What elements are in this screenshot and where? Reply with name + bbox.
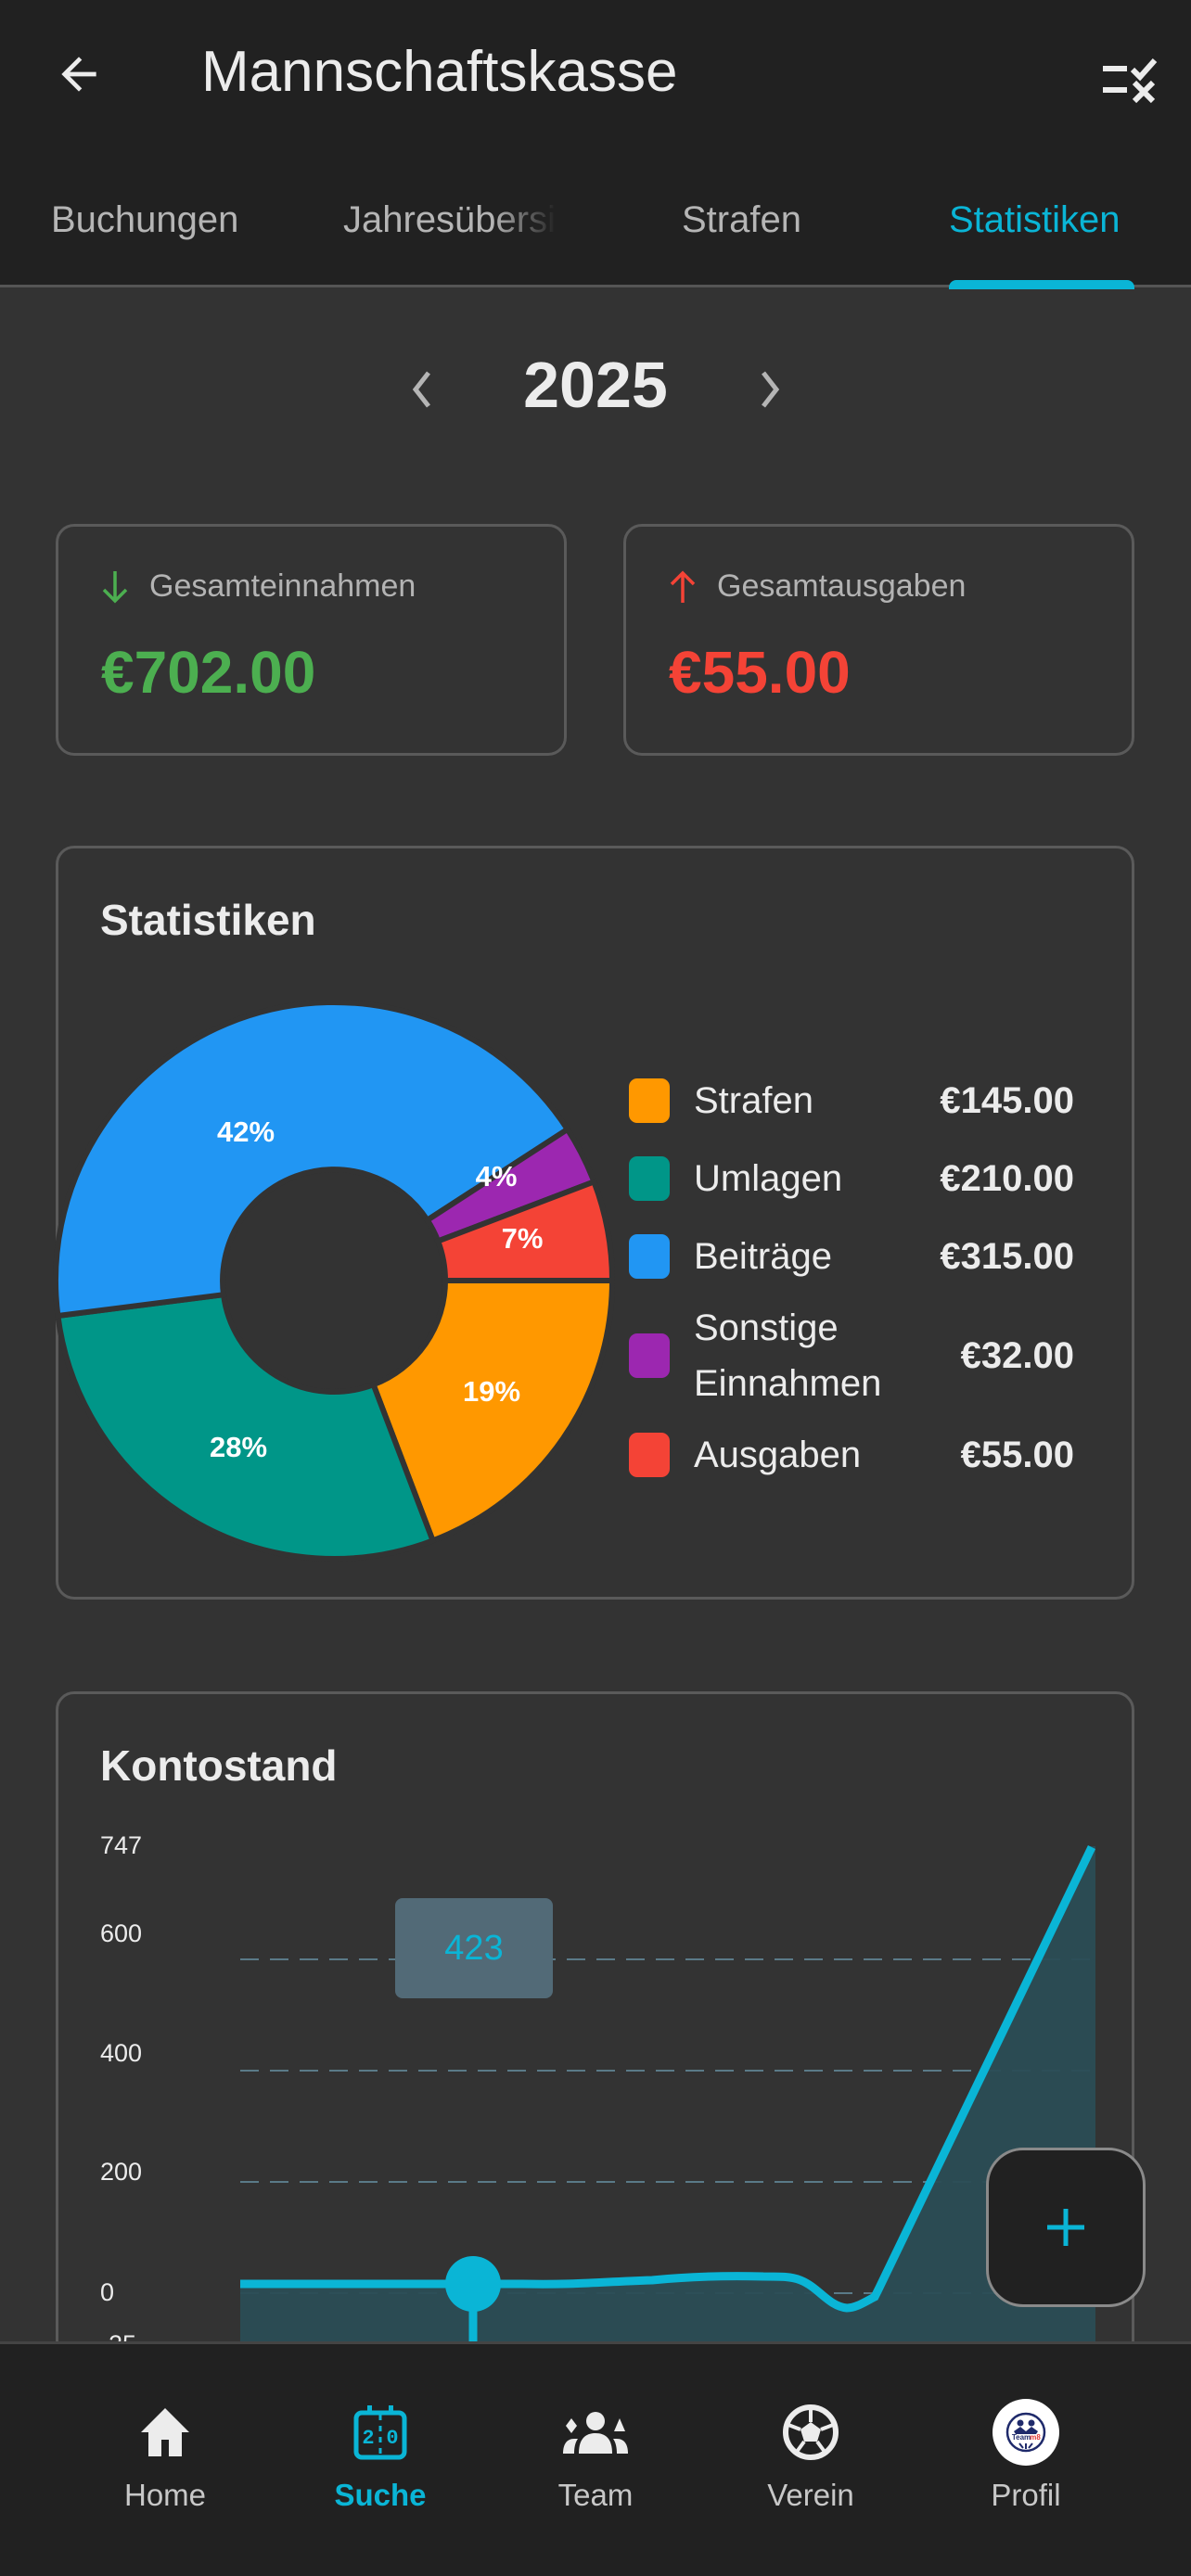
legend-item: Sonstige Einnahmen €32.00 [629, 1295, 1111, 1416]
legend-swatch-ausgaben [629, 1433, 670, 1477]
back-button[interactable] [46, 42, 111, 107]
checklist-action-button[interactable] [1095, 46, 1169, 111]
tab-strafen[interactable]: Strafen [682, 199, 801, 240]
legend-swatch-beitraege [629, 1234, 670, 1279]
nav-verein[interactable]: Verein [718, 2400, 903, 2530]
legend-value: €145.00 [940, 1079, 1074, 1121]
nav-label: Suche [334, 2478, 427, 2512]
legend-value: €32.00 [960, 1334, 1074, 1376]
checklist-check-x-icon [1103, 58, 1158, 104]
slice-beitraege[interactable] [53, 1000, 571, 1320]
balance-line [240, 1845, 1096, 2313]
y-tick-label: 400 [100, 2039, 143, 2067]
income-summary-card: Gesamteinnahmen €702.00 [56, 524, 567, 756]
legend-item: Umlagen €210.00 [629, 1140, 1111, 1218]
legend-value: €315.00 [940, 1235, 1074, 1277]
active-tab-indicator [949, 280, 1134, 289]
legend-swatch-strafen [629, 1078, 670, 1123]
y-tick-label: 200 [100, 2158, 143, 2186]
nav-home[interactable]: Home [72, 2400, 258, 2530]
legend-item: Ausgaben €55.00 [629, 1416, 1111, 1494]
expenses-label: Gesamtausgaben [717, 568, 967, 604]
chart-legend: Strafen €145.00 Umlagen €210.00 Beiträge… [629, 1062, 1111, 1494]
legend-item: Beiträge €315.00 [629, 1218, 1111, 1295]
chevron-right-icon [762, 371, 780, 408]
chart-tooltip: 423 [395, 1898, 553, 1998]
legend-swatch-umlagen [629, 1156, 670, 1201]
legend-label: Strafen [694, 1080, 813, 1121]
pct-umlagen: 28% [210, 1431, 267, 1463]
scoreboard-icon: 2 0 [353, 2405, 407, 2460]
slice-ausgaben[interactable] [434, 1178, 615, 1283]
nav-label: Team [557, 2478, 634, 2512]
tab-jahresuebersicht[interactable]: Jahresübersicht [343, 199, 557, 240]
svg-text:m8: m8 [1030, 2433, 1041, 2442]
legend-label: Umlagen [694, 1158, 843, 1199]
y-tick-label: 0 [100, 2278, 115, 2306]
statistics-title: Statistiken [100, 896, 316, 944]
bottom-navigation: Home 2 0 Suche [0, 2341, 1191, 2576]
previous-year-button[interactable] [394, 362, 450, 417]
arrow-left-icon [61, 57, 96, 92]
y-tick-label: 747 [100, 1831, 143, 1859]
nav-label: Profil [991, 2478, 1061, 2512]
team-icon [563, 2412, 628, 2454]
chevron-left-icon [412, 371, 430, 408]
legend-value: €55.00 [960, 1434, 1074, 1475]
svg-text:Team: Team [1012, 2433, 1031, 2442]
donut-chart: 19% 28% 42% 4% 7% [53, 1000, 615, 1562]
arrow-down-icon [102, 570, 128, 603]
page-title: Mannschaftskasse [201, 40, 678, 104]
income-label: Gesamteinnahmen [149, 568, 416, 604]
plus-icon [1047, 2209, 1084, 2246]
svg-text:0: 0 [386, 2427, 398, 2450]
y-tick-label: 600 [100, 1919, 143, 1947]
balance-title: Kontostand [100, 1741, 338, 1790]
soccer-ball-icon [783, 2404, 839, 2460]
home-icon [141, 2408, 189, 2456]
tab-bar: Buchungen Jahresübersicht Strafen Statis… [0, 162, 1191, 289]
svg-text:2: 2 [362, 2427, 374, 2450]
legend-item: Strafen €145.00 [629, 1062, 1111, 1140]
slice-strafen[interactable] [369, 1278, 615, 1545]
pct-ausgaben: 7% [502, 1222, 544, 1255]
legend-label: Ausgaben [694, 1435, 862, 1475]
tab-buchungen[interactable]: Buchungen [51, 199, 239, 240]
expenses-header: Gesamtausgaben [669, 568, 966, 605]
profile-avatar-icon: Team m8 [992, 2399, 1059, 2466]
highlighted-data-point[interactable] [445, 2256, 501, 2312]
slice-umlagen[interactable] [55, 1291, 437, 1562]
add-booking-button[interactable] [986, 2148, 1146, 2307]
year-label: 2025 [523, 349, 668, 421]
pct-beitraege: 42% [217, 1116, 275, 1148]
income-value: €702.00 [101, 639, 316, 706]
statistics-card: Statistiken 19% 28% 42% 4% 7% Strafen [53, 846, 1134, 1600]
nav-label: Home [123, 2478, 207, 2512]
pct-strafen: 19% [463, 1375, 520, 1408]
income-header: Gesamteinnahmen [101, 568, 416, 605]
nav-suche[interactable]: 2 0 Suche [288, 2400, 473, 2530]
next-year-button[interactable] [742, 362, 798, 417]
arrow-up-icon [670, 570, 696, 603]
legend-label: Beiträge [694, 1236, 832, 1277]
legend-value: €210.00 [940, 1157, 1074, 1199]
tab-statistiken[interactable]: Statistiken [949, 199, 1121, 240]
nav-label: Verein [767, 2478, 854, 2512]
legend-swatch-sonstige [629, 1333, 670, 1378]
year-navigator: 2025 [0, 343, 1191, 436]
app-bar: Mannschaftskasse [0, 0, 1191, 162]
expenses-value: €55.00 [669, 639, 851, 706]
pct-sonstige: 4% [476, 1160, 518, 1192]
nav-profil[interactable]: Team m8 Profil [933, 2399, 1119, 2530]
nav-team[interactable]: Team [503, 2400, 688, 2530]
legend-label: Sonstige Einnahmen [694, 1307, 882, 1404]
expenses-summary-card: Gesamtausgaben €55.00 [623, 524, 1134, 756]
